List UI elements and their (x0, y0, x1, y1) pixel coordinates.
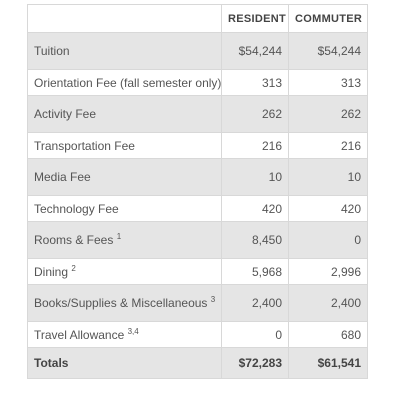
row-label: Dining 2 (27, 258, 222, 285)
totals-resident-value: $72,283 (221, 347, 289, 379)
totals-label: Totals (27, 347, 222, 379)
row-label-text: Orientation Fee (fall semester only) (34, 75, 222, 90)
table-row-tuition: Tuition $54,244 $54,244 (27, 32, 368, 70)
commuter-value: 0 (288, 221, 368, 259)
table-row-transportation-fee: Transportation Fee 216 216 (27, 132, 368, 159)
resident-value: 313 (221, 69, 289, 96)
resident-value: 216 (221, 132, 289, 159)
resident-value: 0 (221, 321, 289, 348)
row-label: Media Fee (27, 158, 222, 196)
table-row-travel-allowance: Travel Allowance 3,4 0 680 (27, 321, 368, 348)
resident-value: 10 (221, 158, 289, 196)
row-label-text: Books/Supplies & Miscellaneous (34, 296, 208, 310)
commuter-value: 2,996 (288, 258, 368, 285)
commuter-value: 680 (288, 321, 368, 348)
commuter-value: 2,400 (288, 284, 368, 322)
cost-table-container: RESIDENT COMMUTER Tuition $54,244 $54,24… (27, 4, 368, 379)
row-label: Technology Fee (27, 195, 222, 222)
totals-commuter-value: $61,541 (288, 347, 368, 379)
row-label: Transportation Fee (27, 132, 222, 159)
row-label: Orientation Fee (fall semester only) (27, 69, 222, 96)
resident-value: 2,400 (221, 284, 289, 322)
row-label-text: Technology Fee (34, 201, 119, 216)
table-row-orientation-fee: Orientation Fee (fall semester only) 313… (27, 69, 368, 96)
footnote-marker: 3,4 (127, 326, 139, 336)
footnote-marker: 1 (116, 232, 122, 241)
row-label: Books/Supplies & Miscellaneous 3 (27, 284, 222, 322)
commuter-value: 420 (288, 195, 368, 222)
resident-value: 5,968 (221, 258, 289, 285)
row-label: Rooms & Fees 1 (27, 221, 222, 259)
table-row-books-supplies: Books/Supplies & Miscellaneous 3 2,400 2… (27, 284, 368, 322)
table-row-rooms-fees: Rooms & Fees 1 8,450 0 (27, 221, 368, 259)
table-row-media-fee: Media Fee 10 10 (27, 158, 368, 196)
resident-value: 262 (221, 95, 289, 133)
commuter-value: 313 (288, 69, 368, 96)
commuter-value: 10 (288, 158, 368, 196)
commuter-value: 216 (288, 132, 368, 159)
table-row-dining: Dining 2 5,968 2,996 (27, 258, 368, 285)
row-label: Tuition (27, 32, 222, 70)
table-row-activity-fee: Activity Fee 262 262 (27, 95, 368, 133)
row-label-text: Transportation Fee (34, 138, 135, 153)
row-label: Activity Fee (27, 95, 222, 133)
table-row-technology-fee: Technology Fee 420 420 (27, 195, 368, 222)
row-label-text: Travel Allowance (34, 327, 125, 342)
row-label-text: Activity Fee (34, 107, 97, 121)
commuter-value: 262 (288, 95, 368, 133)
table-header-row: RESIDENT COMMUTER (27, 4, 368, 33)
footnote-marker: 3 (210, 295, 216, 304)
cost-of-attendance-table: RESIDENT COMMUTER Tuition $54,244 $54,24… (27, 4, 368, 379)
row-label-text: Dining (34, 264, 69, 279)
row-label: Travel Allowance 3,4 (27, 321, 222, 348)
row-label-text: Media Fee (34, 170, 91, 184)
footnote-marker: 2 (71, 263, 76, 273)
header-resident: RESIDENT (221, 4, 289, 33)
resident-value: 8,450 (221, 221, 289, 259)
resident-value: 420 (221, 195, 289, 222)
resident-value: $54,244 (221, 32, 289, 70)
commuter-value: $54,244 (288, 32, 368, 70)
row-label-text: Tuition (34, 44, 70, 58)
row-label-text: Rooms & Fees (34, 233, 114, 247)
header-commuter: COMMUTER (288, 4, 368, 33)
table-row-totals: Totals $72,283 $61,541 (27, 347, 368, 379)
header-blank (27, 4, 222, 33)
